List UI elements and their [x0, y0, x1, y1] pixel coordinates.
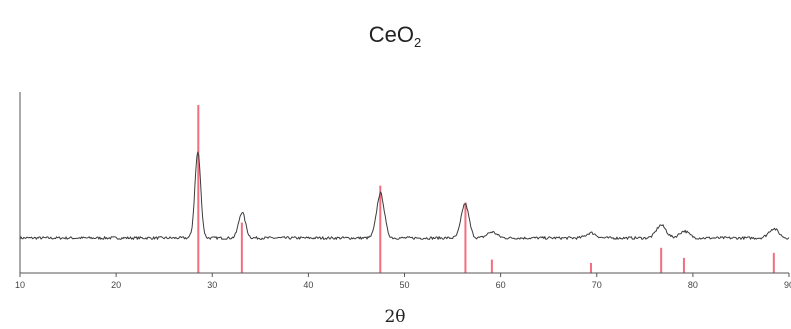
- x-tick-label-20: 20: [111, 280, 121, 290]
- x-tick-label-30: 30: [207, 280, 217, 290]
- x-tick-label-10: 10: [15, 280, 25, 290]
- axes: 10 20 30 40 50 60 70 80 90: [15, 92, 791, 290]
- x-tick-label-70: 70: [592, 280, 602, 290]
- chart-title: CeO2: [369, 22, 421, 50]
- x-tick-label-80: 80: [688, 280, 698, 290]
- x-axis-label: 2θ: [384, 307, 405, 327]
- x-tick-label-50: 50: [399, 280, 409, 290]
- chart-title-subscript: 2: [414, 35, 421, 50]
- x-tick-label-60: 60: [496, 280, 506, 290]
- chart-title-main: CeO: [369, 22, 414, 47]
- diffraction-pattern: [19, 151, 790, 240]
- x-tick-label-40: 40: [303, 280, 313, 290]
- x-tick-label-90: 90: [784, 280, 791, 290]
- diffraction-trace: [19, 151, 790, 240]
- reference-peaks: [197, 105, 775, 273]
